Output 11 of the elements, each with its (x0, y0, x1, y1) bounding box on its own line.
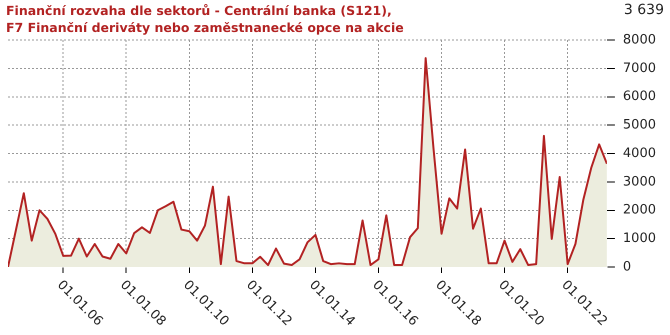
y-tick-label: 4000 (622, 146, 656, 161)
y-tick-label: 8000 (622, 32, 656, 48)
y-tick-label: 1000 (622, 231, 656, 246)
y-tick-label: 3000 (622, 174, 656, 190)
y-tick-label: 0 (622, 259, 632, 274)
y-tick-label: 6000 (622, 89, 656, 104)
y-tick-label: 5000 (622, 118, 656, 132)
text: 3 639 (624, 2, 664, 18)
y-tick-label: 7000 (622, 60, 656, 76)
chart-title: Finanční rozvaha dle sektorů - Centrální banka (S121), F7 Finanční deriváty nebo zaměstnanecké opce na akcie (6, 2, 404, 36)
y-tick-label: 2000 (622, 202, 656, 218)
